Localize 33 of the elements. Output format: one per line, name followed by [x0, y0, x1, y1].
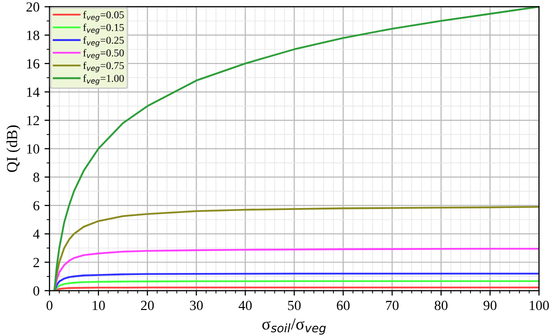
- x-tick-label: 60: [336, 300, 350, 310]
- y-tick-label: 2: [33, 258, 40, 268]
- y-tick-label: 6: [33, 201, 40, 210]
- x-tick-label: 50: [288, 300, 301, 310]
- y-tick-label: 14: [27, 88, 40, 97]
- line-series: [53, 248, 539, 291]
- y-tick-label: 20: [26, 2, 40, 12]
- legend-label: f$_{veg}$=0.15: [83, 24, 124, 34]
- y-axis-title: QI (dB): [6, 125, 20, 172]
- line-series: [53, 272, 539, 291]
- x-tick-label: 20: [141, 300, 154, 310]
- x-tick-label: 0: [46, 300, 52, 310]
- y-tick-label: 8: [33, 172, 40, 182]
- x-tick-label: 90: [484, 300, 496, 310]
- x-tick-label: 100: [530, 300, 549, 310]
- y-tick-label: 18: [27, 30, 40, 40]
- legend-label: f$_{veg}$=0.05: [83, 10, 124, 22]
- x-tick-label: 10: [92, 300, 105, 310]
- y-tick-label: 0: [33, 286, 40, 296]
- y-tick-label: 4: [33, 230, 40, 239]
- y-tick-label: 10: [27, 144, 40, 154]
- x-tick-label: 30: [190, 300, 203, 310]
- x-tick-label: 80: [434, 300, 448, 310]
- legend-label: f$_{veg}$=0.25: [83, 36, 124, 47]
- x-tick-label: 70: [386, 300, 399, 310]
- y-tick-label: 12: [27, 116, 40, 126]
- legend-label: f$_{veg}$=1.00: [83, 74, 124, 85]
- legend-label: f$_{veg}$=0.50: [83, 49, 124, 60]
- legend-label: f$_{veg}$=0.75: [83, 62, 124, 72]
- x-axis-title: σ$_{soil}$/σ$_{veg}$: [262, 318, 326, 335]
- line-series: [53, 280, 539, 291]
- x-tick-label: 40: [238, 300, 252, 310]
- y-tick-label: 16: [27, 59, 40, 68]
